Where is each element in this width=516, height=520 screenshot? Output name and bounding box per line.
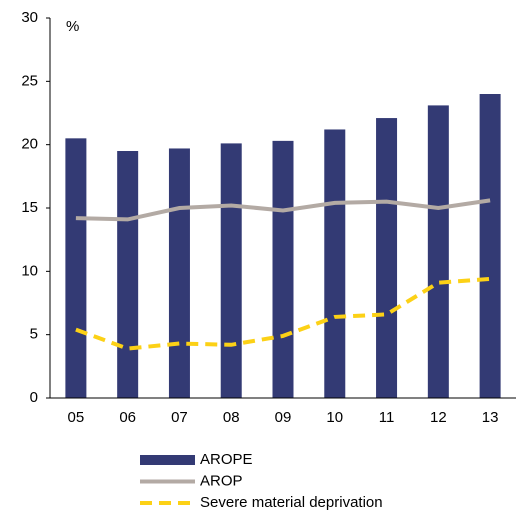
bar [65, 138, 87, 399]
bar [324, 129, 346, 398]
y-tick-label: 30 [21, 9, 38, 26]
legend-label: AROPE [200, 451, 253, 468]
bar [220, 143, 242, 398]
y-axis-label: % [66, 18, 79, 35]
y-tick-label: 25 [21, 72, 38, 89]
legend-label: Severe material deprivation [200, 494, 383, 511]
x-tick-label: 11 [379, 409, 395, 426]
y-tick-label: 20 [21, 136, 38, 153]
y-tick-label: 5 [30, 326, 38, 343]
line [75, 198, 491, 222]
x-tick-label: 10 [326, 409, 343, 426]
x-tick-label: 13 [482, 409, 499, 426]
bar [272, 140, 294, 398]
y-tick-label: 10 [21, 262, 38, 279]
bar [168, 148, 190, 398]
bar [427, 105, 449, 399]
legend-label: AROP [200, 472, 243, 489]
bar [376, 118, 398, 399]
y-tick-label: 15 [21, 199, 38, 216]
x-tick-label: 08 [223, 409, 240, 426]
x-tick-label: 05 [68, 409, 85, 426]
x-tick-label: 06 [119, 409, 136, 426]
x-tick-label: 12 [430, 409, 447, 426]
y-tick-label: 0 [30, 389, 38, 406]
bar [479, 94, 501, 398]
line [75, 276, 491, 351]
bar [117, 151, 139, 398]
x-tick-label: 07 [171, 409, 188, 426]
legend-swatch [140, 455, 195, 465]
x-tick-label: 09 [275, 409, 292, 426]
